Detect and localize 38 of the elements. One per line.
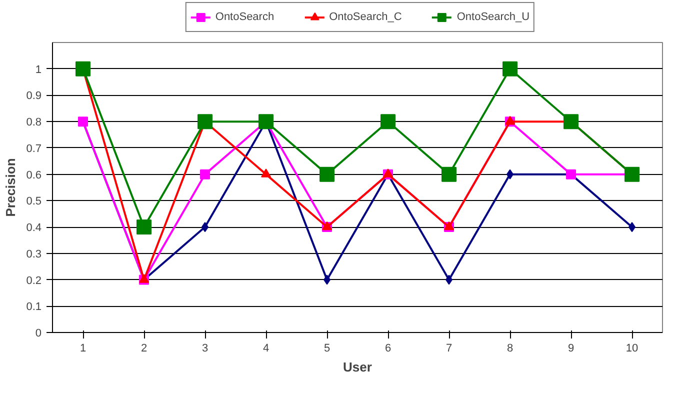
y-tick-label: 0.4 (26, 222, 42, 234)
point (502, 61, 518, 76)
point (564, 114, 578, 130)
point (261, 168, 271, 178)
y-axis-title: Precision (3, 158, 18, 217)
x-tick-label: 2 (140, 342, 148, 354)
point (198, 114, 212, 130)
x-tick-label: 1 (80, 342, 86, 354)
y-tick-label: 1 (35, 64, 42, 76)
y-tick-label: 0.5 (26, 196, 42, 208)
x-axis-title: User (343, 360, 372, 374)
y-tick-label: 0.1 (26, 301, 42, 314)
y-tick-label: 0.6 (26, 169, 42, 182)
legend-label: OntoSearch (215, 11, 274, 23)
y-tick-label: 0.3 (26, 248, 42, 260)
y-tick-label: 0 (35, 328, 42, 340)
point (258, 114, 274, 130)
legend-label: OntoSearch_C (329, 11, 402, 23)
x-tick-label: 5 (324, 342, 330, 354)
x-tick-label: 10 (626, 342, 638, 354)
y-tick-label: 0.2 (26, 274, 42, 287)
point (136, 220, 152, 235)
y-tick-label: 0.7 (26, 142, 42, 155)
point (76, 61, 90, 76)
point (380, 114, 396, 130)
x-tick-label: 8 (506, 342, 514, 354)
point (442, 166, 456, 182)
y-tick-label: 0.9 (26, 90, 42, 102)
legend-label: OntoSearch_U (456, 11, 530, 23)
point (200, 169, 210, 180)
point (624, 166, 640, 182)
point (320, 166, 334, 182)
x-tick-label: 7 (446, 342, 452, 354)
x-tick-label: 4 (262, 342, 270, 354)
y-tick-label: 0.8 (26, 116, 42, 129)
x-tick-label: 3 (202, 342, 208, 354)
x-tick-label: 9 (568, 342, 574, 354)
x-tick-label: 6 (384, 342, 392, 354)
